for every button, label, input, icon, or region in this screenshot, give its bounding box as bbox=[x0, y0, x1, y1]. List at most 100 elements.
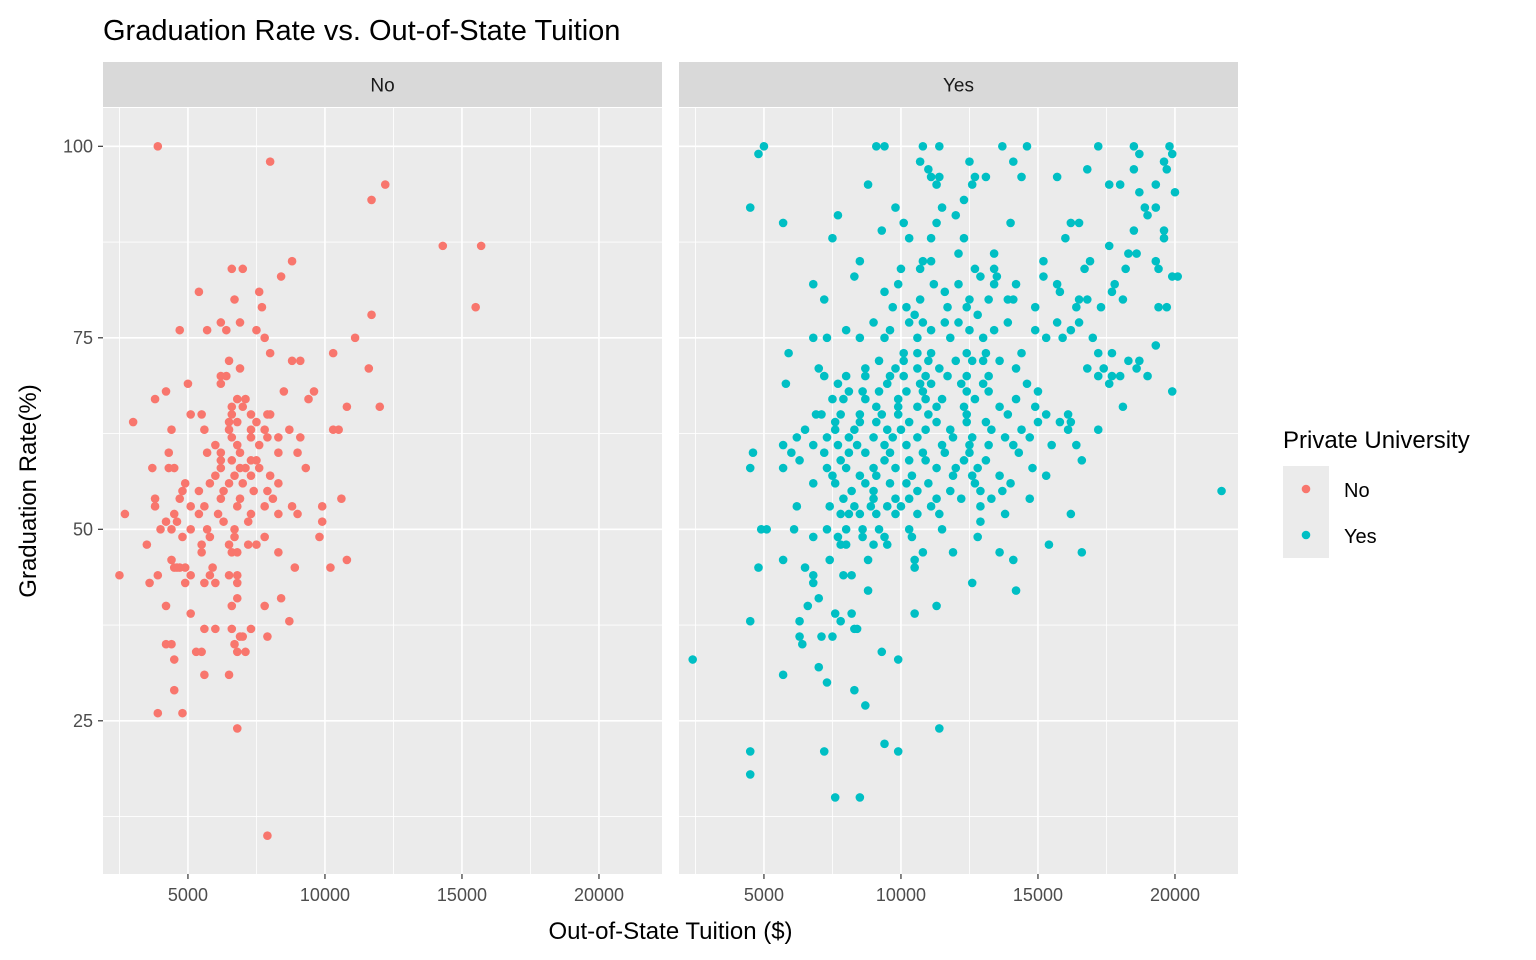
data-point bbox=[274, 547, 283, 557]
data-point bbox=[935, 172, 944, 182]
facet-strip-label-no: No bbox=[370, 76, 394, 97]
data-point bbox=[232, 547, 242, 557]
data-point bbox=[808, 532, 818, 542]
data-point bbox=[863, 555, 873, 565]
data-point bbox=[194, 287, 204, 297]
data-point bbox=[1072, 440, 1081, 450]
data-point bbox=[918, 318, 928, 327]
data-point bbox=[948, 471, 958, 480]
data-point bbox=[921, 394, 930, 404]
data-point bbox=[899, 356, 908, 366]
data-point bbox=[877, 647, 887, 657]
data-point bbox=[285, 616, 294, 626]
data-point bbox=[951, 463, 961, 473]
data-point bbox=[1061, 233, 1070, 243]
data-point bbox=[973, 310, 982, 320]
data-point bbox=[858, 387, 867, 396]
data-point bbox=[978, 333, 988, 343]
data-point bbox=[935, 364, 944, 373]
data-point bbox=[274, 509, 283, 519]
data-point bbox=[844, 509, 854, 519]
data-point bbox=[260, 532, 269, 542]
data-point bbox=[896, 425, 906, 435]
data-point bbox=[967, 356, 977, 366]
data-point bbox=[932, 494, 941, 503]
data-point bbox=[778, 218, 788, 228]
data-point bbox=[830, 479, 840, 488]
x-tick-label: 10000 bbox=[300, 885, 350, 905]
data-point bbox=[150, 394, 160, 404]
data-point bbox=[216, 318, 226, 327]
data-point bbox=[915, 264, 925, 274]
data-point bbox=[861, 371, 870, 381]
data-point bbox=[998, 486, 1007, 496]
data-point bbox=[200, 624, 209, 634]
data-point bbox=[1011, 394, 1021, 404]
data-point bbox=[150, 502, 160, 511]
data-point bbox=[847, 609, 856, 618]
data-point bbox=[342, 402, 352, 412]
data-point bbox=[956, 494, 966, 503]
data-point bbox=[896, 502, 906, 511]
data-point bbox=[869, 318, 878, 327]
data-point bbox=[337, 494, 346, 503]
data-point bbox=[301, 463, 311, 473]
data-point bbox=[230, 532, 239, 542]
data-point bbox=[1162, 302, 1172, 312]
data-point bbox=[877, 410, 887, 419]
data-point bbox=[915, 295, 925, 304]
data-point bbox=[257, 302, 267, 312]
data-point bbox=[1066, 218, 1076, 228]
data-point bbox=[784, 348, 793, 358]
data-point bbox=[175, 494, 185, 503]
data-point bbox=[211, 578, 220, 588]
data-point bbox=[869, 494, 878, 503]
data-point bbox=[830, 417, 840, 427]
data-point bbox=[1159, 226, 1169, 235]
data-point bbox=[232, 417, 242, 427]
data-point bbox=[128, 417, 138, 427]
panel-background-yes bbox=[679, 108, 1238, 874]
data-point bbox=[230, 295, 239, 304]
data-point bbox=[211, 440, 220, 450]
data-point bbox=[910, 310, 919, 320]
data-point bbox=[907, 532, 917, 542]
data-point bbox=[235, 494, 245, 503]
data-point bbox=[822, 333, 832, 343]
data-point bbox=[880, 142, 889, 151]
data-point bbox=[874, 525, 884, 534]
data-point bbox=[224, 570, 234, 580]
data-point bbox=[940, 318, 950, 327]
data-point bbox=[880, 440, 889, 450]
data-point bbox=[1082, 364, 1092, 373]
data-point bbox=[970, 479, 980, 488]
data-point bbox=[932, 180, 941, 189]
data-point bbox=[1162, 164, 1172, 174]
x-tick-label: 20000 bbox=[574, 885, 624, 905]
data-point bbox=[778, 555, 788, 565]
data-point bbox=[935, 509, 944, 519]
data-point bbox=[1014, 448, 1024, 458]
data-point bbox=[161, 601, 171, 611]
data-point bbox=[172, 517, 182, 526]
data-point bbox=[924, 356, 933, 366]
data-point bbox=[1093, 348, 1103, 358]
facet-strip-yes bbox=[679, 62, 1238, 107]
data-point bbox=[830, 793, 840, 802]
data-point bbox=[932, 402, 941, 412]
data-point bbox=[246, 624, 256, 634]
data-point bbox=[915, 379, 925, 389]
data-point bbox=[1006, 218, 1015, 228]
data-point bbox=[984, 440, 993, 450]
data-point bbox=[153, 142, 163, 151]
data-point bbox=[1041, 471, 1051, 480]
data-point bbox=[200, 578, 209, 588]
data-point bbox=[814, 662, 824, 672]
data-point bbox=[246, 410, 256, 419]
data-point bbox=[1074, 318, 1084, 327]
data-point bbox=[254, 463, 264, 473]
data-point bbox=[948, 547, 958, 557]
data-point bbox=[937, 525, 947, 534]
data-point bbox=[1066, 509, 1076, 519]
data-point bbox=[1143, 210, 1152, 220]
